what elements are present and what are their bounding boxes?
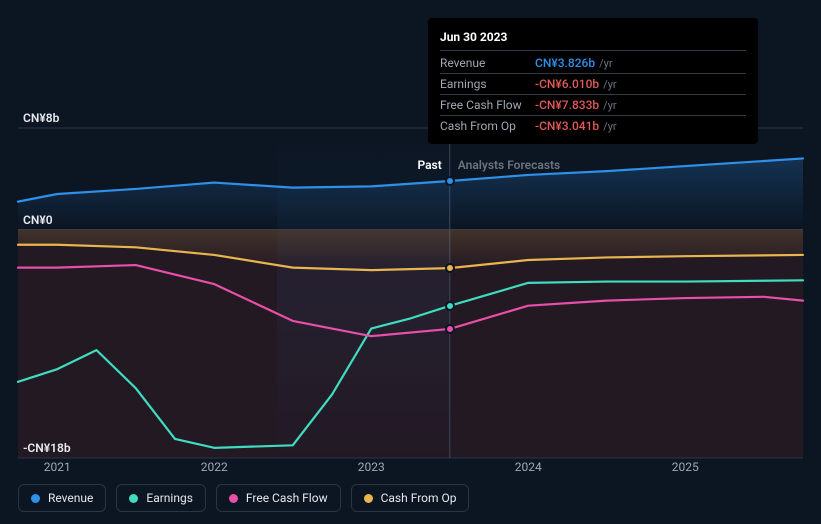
- tooltip-row: RevenueCN¥3.826b/yr: [440, 53, 746, 74]
- chart-svg: [18, 128, 803, 458]
- forecast-zone-label: Analysts Forecasts: [458, 158, 560, 172]
- legend-item-cash-from-op[interactable]: Cash From Op: [351, 484, 470, 512]
- legend-item-free-cash-flow[interactable]: Free Cash Flow: [216, 484, 341, 512]
- series-marker: [445, 263, 455, 273]
- series-marker: [445, 176, 455, 186]
- x-axis-label: 2022: [201, 460, 228, 474]
- legend-item-earnings[interactable]: Earnings: [116, 484, 206, 512]
- tooltip-metric-suffix: /yr: [599, 57, 612, 70]
- legend-dot-icon: [229, 494, 238, 503]
- legend-label: Earnings: [146, 491, 193, 505]
- financials-chart: Past Analysts Forecasts CN¥8b CN¥0 -CN¥18b…: [18, 18, 803, 506]
- tooltip-row: Cash From Op-CN¥3.041b/yr: [440, 116, 746, 136]
- chart-legend: Revenue Earnings Free Cash Flow Cash From O…: [18, 484, 469, 512]
- legend-label: Revenue: [48, 491, 93, 505]
- tooltip-metric-suffix: /yr: [603, 120, 616, 133]
- y-axis-label: -CN¥18b: [23, 441, 71, 455]
- tooltip-metric-value: -CN¥3.041b: [535, 119, 599, 133]
- tooltip-date: Jun 30 2023: [440, 26, 746, 51]
- tooltip-metric-name: Earnings: [440, 77, 535, 91]
- tooltip-metric-value: CN¥3.826b: [535, 56, 595, 70]
- chart-tooltip: Jun 30 2023 RevenueCN¥3.826b/yrEarnings-…: [428, 18, 758, 144]
- x-axis-label: 2021: [44, 460, 71, 474]
- x-axis-label: 2024: [515, 460, 542, 474]
- legend-label: Free Cash Flow: [246, 491, 328, 505]
- legend-item-revenue[interactable]: Revenue: [18, 484, 106, 512]
- series-marker: [445, 324, 455, 334]
- legend-dot-icon: [31, 494, 40, 503]
- legend-label: Cash From Op: [381, 491, 457, 505]
- tooltip-row: Earnings-CN¥6.010b/yr: [440, 74, 746, 95]
- x-axis-label: 2023: [358, 460, 385, 474]
- x-axis: 2021 2022 2023 2024 2025: [18, 460, 803, 480]
- tooltip-metric-name: Cash From Op: [440, 119, 535, 133]
- series-marker: [445, 301, 455, 311]
- tooltip-metric-value: -CN¥6.010b: [535, 77, 599, 91]
- plot-area[interactable]: Past Analysts Forecasts CN¥8bCN¥0-CN¥18b: [18, 128, 803, 458]
- y-axis-label: CN¥8b: [23, 111, 59, 125]
- tooltip-metric-name: Revenue: [440, 56, 535, 70]
- past-zone-label: Past: [417, 158, 441, 172]
- y-axis-label: CN¥0: [23, 213, 53, 227]
- tooltip-metric-name: Free Cash Flow: [440, 98, 535, 112]
- tooltip-row: Free Cash Flow-CN¥7.833b/yr: [440, 95, 746, 116]
- tooltip-metric-value: -CN¥7.833b: [535, 98, 599, 112]
- x-axis-label: 2025: [672, 460, 699, 474]
- tooltip-metric-suffix: /yr: [603, 78, 616, 91]
- legend-dot-icon: [129, 494, 138, 503]
- legend-dot-icon: [364, 494, 373, 503]
- tooltip-metric-suffix: /yr: [603, 99, 616, 112]
